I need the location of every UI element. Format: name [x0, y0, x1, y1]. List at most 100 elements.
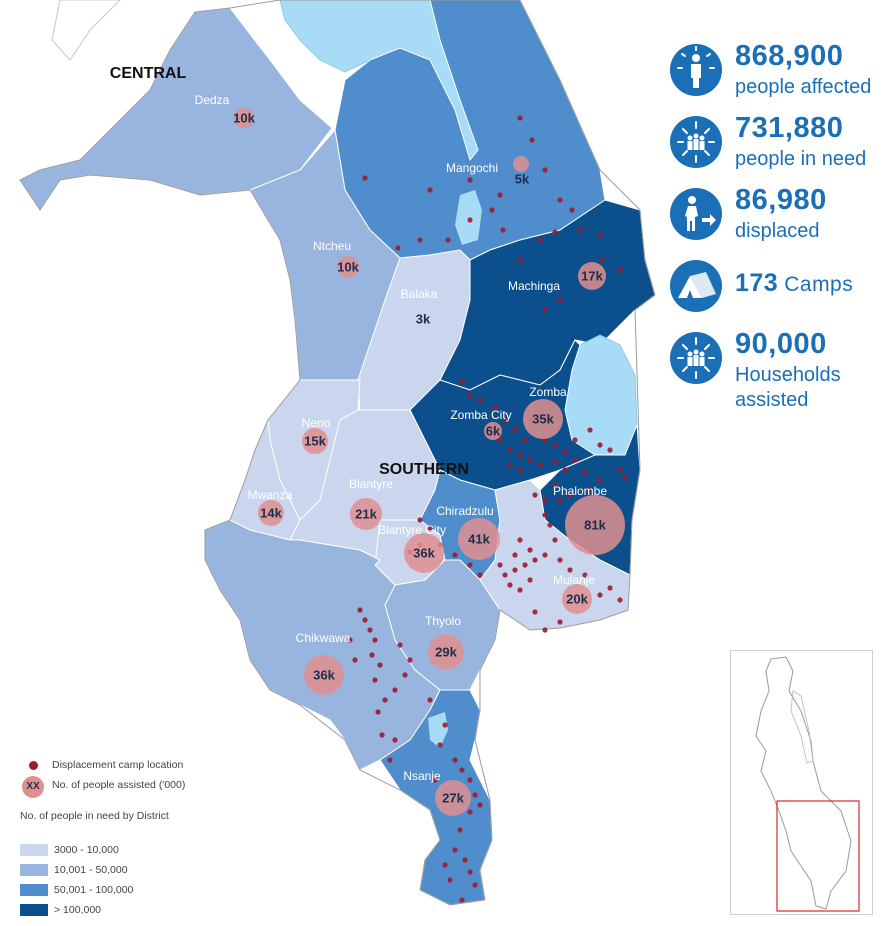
camp-location-dot [527, 457, 533, 463]
camp-location-dot [395, 245, 401, 251]
camp-location-dot [437, 742, 443, 748]
district-name-balaka: Balaka [401, 287, 438, 301]
camp-location-dot [442, 862, 448, 868]
camp-location-dot [522, 437, 528, 443]
district-name-zomba: Zomba [529, 385, 567, 399]
camp-location-dot [432, 777, 438, 783]
camp-location-dot [517, 115, 523, 121]
camp-location-dot [527, 547, 533, 553]
district-name-thyolo: Thyolo [425, 614, 461, 628]
camp-location-dot [447, 877, 453, 883]
stat-label: displaced [735, 220, 820, 242]
camp-location-dot [452, 552, 458, 558]
camp-location-dot [542, 552, 548, 558]
assisted-value-zomba: 35k [532, 412, 554, 427]
legend-class-row: > 100,000 [20, 904, 200, 918]
assisted-bubble-blantyre-city [404, 533, 444, 573]
stat-label: Households assisted [735, 364, 841, 411]
country-outline [19, 0, 656, 906]
camp-location-dot [557, 557, 563, 563]
camp-location-dot [392, 687, 398, 693]
camp-location-dot [542, 627, 548, 633]
camp-location-dot [477, 397, 483, 403]
camp-location-dot [477, 572, 483, 578]
camp-location-dot [402, 672, 408, 678]
camp-location-dot [407, 657, 413, 663]
region-label-central: CENTRAL [110, 65, 187, 82]
camp-dot-icon [29, 761, 38, 770]
camp-location-dot [569, 207, 575, 213]
stat-people-in-need: 731,880 people in need [668, 112, 893, 174]
assisted-bubble-mulanje [562, 584, 592, 614]
assisted-bubble-neno [302, 428, 328, 454]
camp-location-dot [532, 492, 538, 498]
camp-location-dot [512, 567, 518, 573]
camp-location-dot [517, 257, 523, 263]
stat-number: 86,980 [735, 184, 827, 216]
camp-location-dot [452, 757, 458, 763]
camp-location-dot [467, 777, 473, 783]
camp-location-dot [369, 652, 375, 658]
camp-location-dot [372, 637, 378, 643]
district-name-blantyre: Blantyre [349, 477, 393, 491]
camp-location-dot [462, 857, 468, 863]
district-name-nsanje: Nsanje [403, 769, 441, 783]
camp-location-dot [527, 577, 533, 583]
assisted-bubble-nsanje [435, 780, 471, 816]
camp-location-dot [362, 617, 368, 623]
district-name-mangochi: Mangochi [446, 161, 498, 175]
camp-location-dot [512, 552, 518, 558]
stat-number-row: 173 Camps [735, 271, 853, 298]
assisted-bubble-blantyre [350, 498, 382, 530]
assisted-value-zomba-city: 6k [486, 424, 501, 439]
legend-bubble-symbol: XX [22, 776, 44, 798]
legend-swatch [20, 904, 48, 916]
camp-location-dot [427, 187, 433, 193]
person-alert-icon [670, 44, 722, 96]
camp-location-dot [375, 709, 381, 715]
camp-location-dot [542, 167, 548, 173]
camp-location-dot [597, 442, 603, 448]
camp-location-dot [562, 449, 568, 455]
camp-location-dot [557, 297, 563, 303]
camp-location-dot [417, 237, 423, 243]
camp-location-dot [572, 437, 578, 443]
camp-location-dot [452, 847, 458, 853]
legend-camp-label: Displacement camp location [52, 759, 184, 771]
legend-swatch [20, 864, 48, 876]
legend-class-row: 10,001 - 50,000 [20, 864, 200, 878]
district-name-blantyre-city: Blantyre City [378, 523, 446, 537]
inset-country-outline [755, 656, 852, 910]
camp-location-dot [552, 482, 558, 488]
assisted-bubble-ntcheu [337, 256, 359, 278]
camp-location-dot [467, 562, 473, 568]
assisted-bubble-machinga [578, 262, 606, 290]
camp-location-dot [500, 227, 506, 233]
district-name-chikwawa: Chikwawa [296, 631, 351, 645]
camp-location-dot [362, 175, 368, 181]
inset-focus-box [776, 800, 860, 912]
camp-location-dot [502, 417, 508, 423]
camp-location-dot [597, 592, 603, 598]
camp-location-dot [517, 587, 523, 593]
lake-malombe [455, 190, 482, 245]
camp-location-dot [459, 379, 465, 385]
legend-class-row: 50,001 - 100,000 [20, 884, 200, 898]
legend-bubble-label: No. of people assisted ('000) [52, 779, 186, 791]
stat-camps: 173 Camps [668, 256, 893, 318]
camp-location-dot [599, 257, 605, 263]
camp-location-dot [522, 562, 528, 568]
camp-location-dot [529, 137, 535, 143]
camp-location-dot [552, 537, 558, 543]
camp-location-dot [542, 497, 548, 503]
camp-location-dot [392, 737, 398, 743]
stat-label: Camps [784, 273, 854, 296]
camp-location-dot [607, 447, 613, 453]
legend-class-label: 50,001 - 100,000 [54, 884, 134, 896]
camp-location-dot [557, 619, 563, 625]
assisted-value-chikwawa: 36k [313, 668, 335, 683]
assisted-value-mwanza: 14k [260, 506, 282, 521]
camp-location-dot [377, 662, 383, 668]
camp-location-dot [617, 267, 623, 273]
